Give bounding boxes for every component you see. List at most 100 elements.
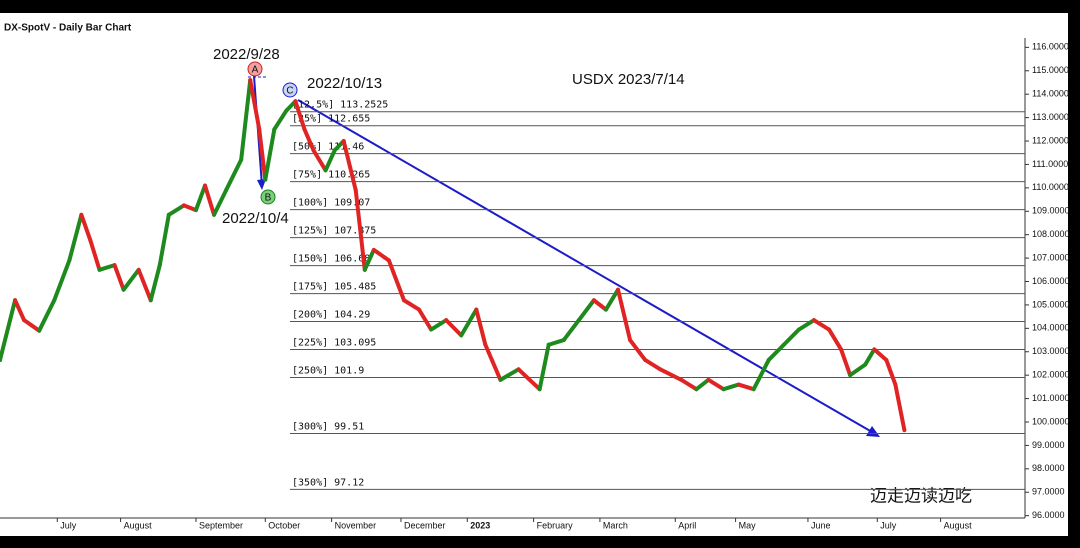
price-segment [203, 183, 217, 217]
price-segment [371, 247, 391, 263]
price-segment [13, 298, 27, 323]
x-tick-label: September [199, 520, 243, 530]
annotation: 2022/10/4 [222, 210, 289, 227]
price-segment [591, 298, 608, 312]
fib-label: [225%] 103.095 [292, 338, 376, 349]
price-segment [474, 307, 488, 347]
chart-title: DX-SpotV - Daily Bar Chart [4, 23, 132, 34]
price-segment [293, 99, 307, 132]
annotation: 2022/9/28 [213, 46, 280, 63]
price-segment [459, 307, 479, 338]
price-segment [79, 212, 93, 243]
fib-label: [50%] 111.46 [292, 142, 364, 153]
fib-label: [100%] 109.07 [292, 198, 370, 209]
price-segment [239, 78, 253, 162]
price-segment [37, 298, 57, 333]
x-tick-label: October [268, 520, 300, 530]
price-segment [401, 298, 422, 312]
plot-background [0, 13, 1068, 536]
watermark: 迈走迈读迈吃 [870, 486, 972, 505]
y-tick-label: 98.0000 [1032, 463, 1065, 473]
price-segment [263, 127, 277, 182]
x-tick-label: July [880, 520, 897, 530]
price-segment [546, 338, 566, 347]
y-tick-label: 96.0000 [1032, 510, 1065, 520]
price-segment [166, 203, 186, 217]
price-segment [248, 78, 262, 132]
fib-label: [25%] 112.655 [292, 114, 370, 125]
price-segment [839, 347, 853, 378]
arrow-head [257, 179, 266, 190]
price-segment [766, 342, 786, 362]
price-segment [136, 267, 153, 303]
marker-label: B [265, 193, 272, 204]
price-segment [781, 327, 801, 347]
price-segment [97, 263, 117, 272]
y-tick-label: 116.0000 [1032, 42, 1069, 52]
fib-label: [250%] 101.9 [292, 366, 364, 377]
x-tick-label: July [60, 520, 77, 530]
price-segment [353, 188, 367, 272]
price-segment [736, 382, 756, 392]
price-segment [576, 298, 596, 323]
y-tick-label: 103.0000 [1032, 346, 1070, 356]
fib-label: [75%] 110.265 [292, 170, 370, 181]
price-segment [603, 287, 621, 312]
price-segment [121, 267, 141, 292]
price-segment [323, 148, 337, 173]
price-segment [628, 338, 648, 362]
price-segment [52, 258, 72, 303]
y-tick-label: 100.0000 [1032, 416, 1070, 426]
y-tick-label: 115.0000 [1032, 65, 1069, 75]
annotation: USDX 2023/7/14 [572, 71, 685, 88]
price-segment [88, 238, 102, 272]
marker-b [260, 189, 276, 205]
x-tick-label: June [811, 520, 831, 530]
y-tick-label: 110.0000 [1032, 182, 1069, 192]
price-segment [537, 342, 551, 392]
y-tick-label: 107.0000 [1032, 252, 1070, 262]
x-tick-label: August [944, 520, 973, 530]
y-tick-label: 97.0000 [1032, 487, 1065, 497]
y-tick-label: 111.0000 [1032, 159, 1068, 169]
price-segment [386, 258, 406, 303]
y-tick-label: 105.0000 [1032, 299, 1070, 309]
price-segment [67, 212, 84, 263]
price-segment [498, 367, 521, 382]
x-tick-label: April [678, 520, 696, 530]
fib-label: [350%] 97.12 [292, 477, 364, 488]
marker-c [282, 82, 298, 98]
x-tick-label: December [404, 520, 446, 530]
price-segment [311, 148, 328, 173]
price-segment [721, 382, 741, 392]
price-segment [22, 318, 42, 333]
price-segment [112, 263, 126, 292]
fib-label: [175%] 105.485 [292, 282, 376, 293]
fib-label: [150%] 106.68 [292, 254, 370, 265]
price-segment [658, 367, 684, 382]
y-tick-label: 104.0000 [1032, 323, 1070, 333]
y-tick-label: 106.0000 [1032, 276, 1070, 286]
x-tick-label: February [537, 520, 574, 530]
price-segment [872, 347, 889, 362]
price-segment [157, 212, 171, 268]
y-tick-label: 109.0000 [1032, 206, 1070, 216]
price-segment [561, 318, 581, 343]
price-segment [429, 318, 449, 332]
y-tick-label: 102.0000 [1032, 370, 1070, 380]
x-tick-label: 2023 [470, 520, 490, 530]
fib-label: [200%] 104.29 [292, 310, 370, 321]
price-segment [0, 298, 18, 362]
price-segment [811, 318, 832, 332]
price-segment [884, 357, 898, 387]
x-tick-label: May [739, 520, 757, 530]
price-segment [848, 362, 868, 378]
price-segment [272, 108, 289, 132]
price-segment [796, 318, 816, 332]
price-segment [181, 203, 198, 213]
fib-label: [300%] 99.51 [292, 421, 364, 432]
price-segment [893, 382, 904, 417]
price-segment [417, 307, 434, 332]
price-segment [302, 127, 316, 153]
